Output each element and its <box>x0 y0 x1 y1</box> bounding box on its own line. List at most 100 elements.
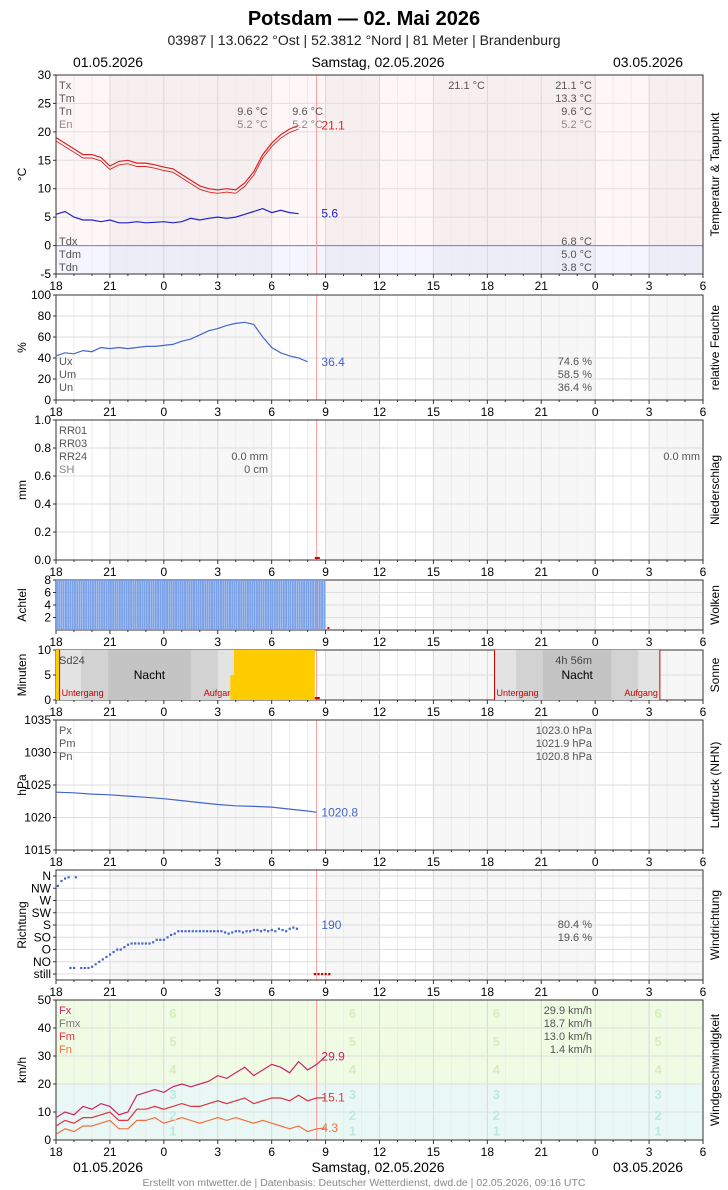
winddir-point <box>63 877 67 880</box>
y-tick-label: 4 <box>44 598 51 612</box>
winddir-point <box>263 928 266 932</box>
x-tick-label: 15 <box>427 279 441 293</box>
cloud-bar <box>125 580 128 630</box>
x-tick-label: 0 <box>592 279 599 293</box>
stat-value: 21.1 °C <box>555 80 592 92</box>
x-tick-label: 9 <box>322 405 329 419</box>
x-tick-label: 9 <box>322 705 329 719</box>
x-tick-label: 15 <box>427 705 441 719</box>
cloud-bar <box>244 580 247 630</box>
y-tick-label: 10 <box>38 1105 52 1119</box>
x-tick-label: 6 <box>700 705 707 719</box>
stat-value: 1.4 km/h <box>550 1044 592 1056</box>
y-tick-label: 80 <box>38 309 52 323</box>
x-tick-label: 15 <box>427 1145 441 1159</box>
winddir-point <box>245 930 248 933</box>
x-tick-label: 18 <box>481 1145 495 1159</box>
x-tick-label: 6 <box>268 985 275 999</box>
x-tick-label: 3 <box>214 1145 221 1159</box>
cloud-bar <box>105 580 108 630</box>
stat-value: 13.0 km/h <box>544 1031 592 1043</box>
end-value-label: 21.1 <box>321 119 345 133</box>
x-tick-label: 18 <box>49 635 63 649</box>
cloud-bar <box>58 580 61 630</box>
y-tick-label: 0.0 <box>34 553 51 567</box>
x-tick-label: 12 <box>373 1145 387 1159</box>
series-line-wind_min <box>55 1116 326 1135</box>
mid-value: 5.2 °C <box>292 119 323 131</box>
legend-item: Un <box>59 382 73 394</box>
cloud-bar <box>159 580 162 630</box>
winddir-point <box>209 930 212 933</box>
cloud-bar <box>157 580 160 630</box>
night-label: Nacht <box>134 668 166 682</box>
cloud-bar <box>64 580 67 630</box>
y-tick-label: 20 <box>38 1077 52 1091</box>
x-tick-label: 18 <box>49 1145 63 1159</box>
winddir-point <box>292 926 295 929</box>
winddir-point <box>249 930 252 933</box>
cloud-bar <box>208 580 211 630</box>
winddir-point <box>202 930 205 933</box>
day-stripe <box>271 295 326 400</box>
winddir-point <box>277 927 281 930</box>
x-tick-label: 6 <box>700 565 707 579</box>
y-tick-label: 40 <box>38 1021 52 1035</box>
beaufort-label: 2 <box>349 1108 356 1123</box>
cloud-bar <box>184 580 186 630</box>
x-tick-label: 21 <box>535 1145 549 1159</box>
legend-item: Ux <box>59 356 73 368</box>
x-tick-label: 0 <box>592 705 599 719</box>
winddir-point <box>184 930 187 933</box>
mid-value: 0.0 mm <box>231 451 268 463</box>
cloud-bar <box>249 580 252 630</box>
cloud-bar <box>82 580 85 630</box>
y-tick-label: 0 <box>44 393 51 407</box>
cloud-bar <box>300 580 303 630</box>
mid-value: 9.6 °C <box>237 106 268 118</box>
end-value-label: 5.6 <box>321 207 338 221</box>
cloud-bar <box>89 580 92 630</box>
cloud-bar <box>276 580 279 630</box>
x-tick-label: 18 <box>481 565 495 579</box>
cloud-bar <box>258 580 261 630</box>
x-tick-label: 0 <box>592 405 599 419</box>
x-tick-label: 0 <box>160 855 167 869</box>
stat-value: 1020.8 hPa <box>536 751 593 763</box>
winddir-point <box>191 930 194 933</box>
y-tick-label: O <box>42 943 51 957</box>
x-tick-label: 21 <box>535 565 549 579</box>
x-tick-label: 18 <box>481 279 495 293</box>
x-tick-label: 0 <box>592 565 599 579</box>
winddir-point <box>144 942 148 945</box>
x-tick-label: 6 <box>268 405 275 419</box>
winddir-point <box>60 879 63 883</box>
x-tick-label: 18 <box>481 405 495 419</box>
series-line-dew <box>55 207 299 224</box>
winddir-point <box>123 946 126 949</box>
panel-side-label: Luftdruck (NHN) <box>708 742 722 829</box>
sunshine-bar-edge <box>56 650 59 700</box>
y-tick-label: 30 <box>38 1049 52 1063</box>
y-tick-label: 30 <box>38 68 52 82</box>
x-tick-label: 6 <box>700 855 707 869</box>
y-tick-label: 50 <box>38 993 52 1007</box>
cloud-bar <box>231 580 234 630</box>
bottom-date-right: 03.05.2026 <box>613 1159 683 1175</box>
x-tick-label: 12 <box>373 985 387 999</box>
sunshine-bar-partial <box>230 675 236 700</box>
winddir-point <box>205 930 209 933</box>
cloud-bar <box>118 580 121 630</box>
x-tick-label: 21 <box>103 565 117 579</box>
winddir-point <box>256 928 259 932</box>
day-stripe <box>379 420 434 560</box>
cloud-bar <box>148 580 151 630</box>
x-tick-label: 12 <box>373 279 387 293</box>
y-tick-label: NO <box>33 955 51 969</box>
winddir-point <box>241 931 245 934</box>
beaufort-label: 1 <box>169 1124 176 1139</box>
y-axis-label: km/h <box>15 1057 29 1083</box>
panel-side-label: relative Feuchte <box>708 304 722 390</box>
x-tick-label: 18 <box>481 855 495 869</box>
day-stripe <box>595 75 650 274</box>
